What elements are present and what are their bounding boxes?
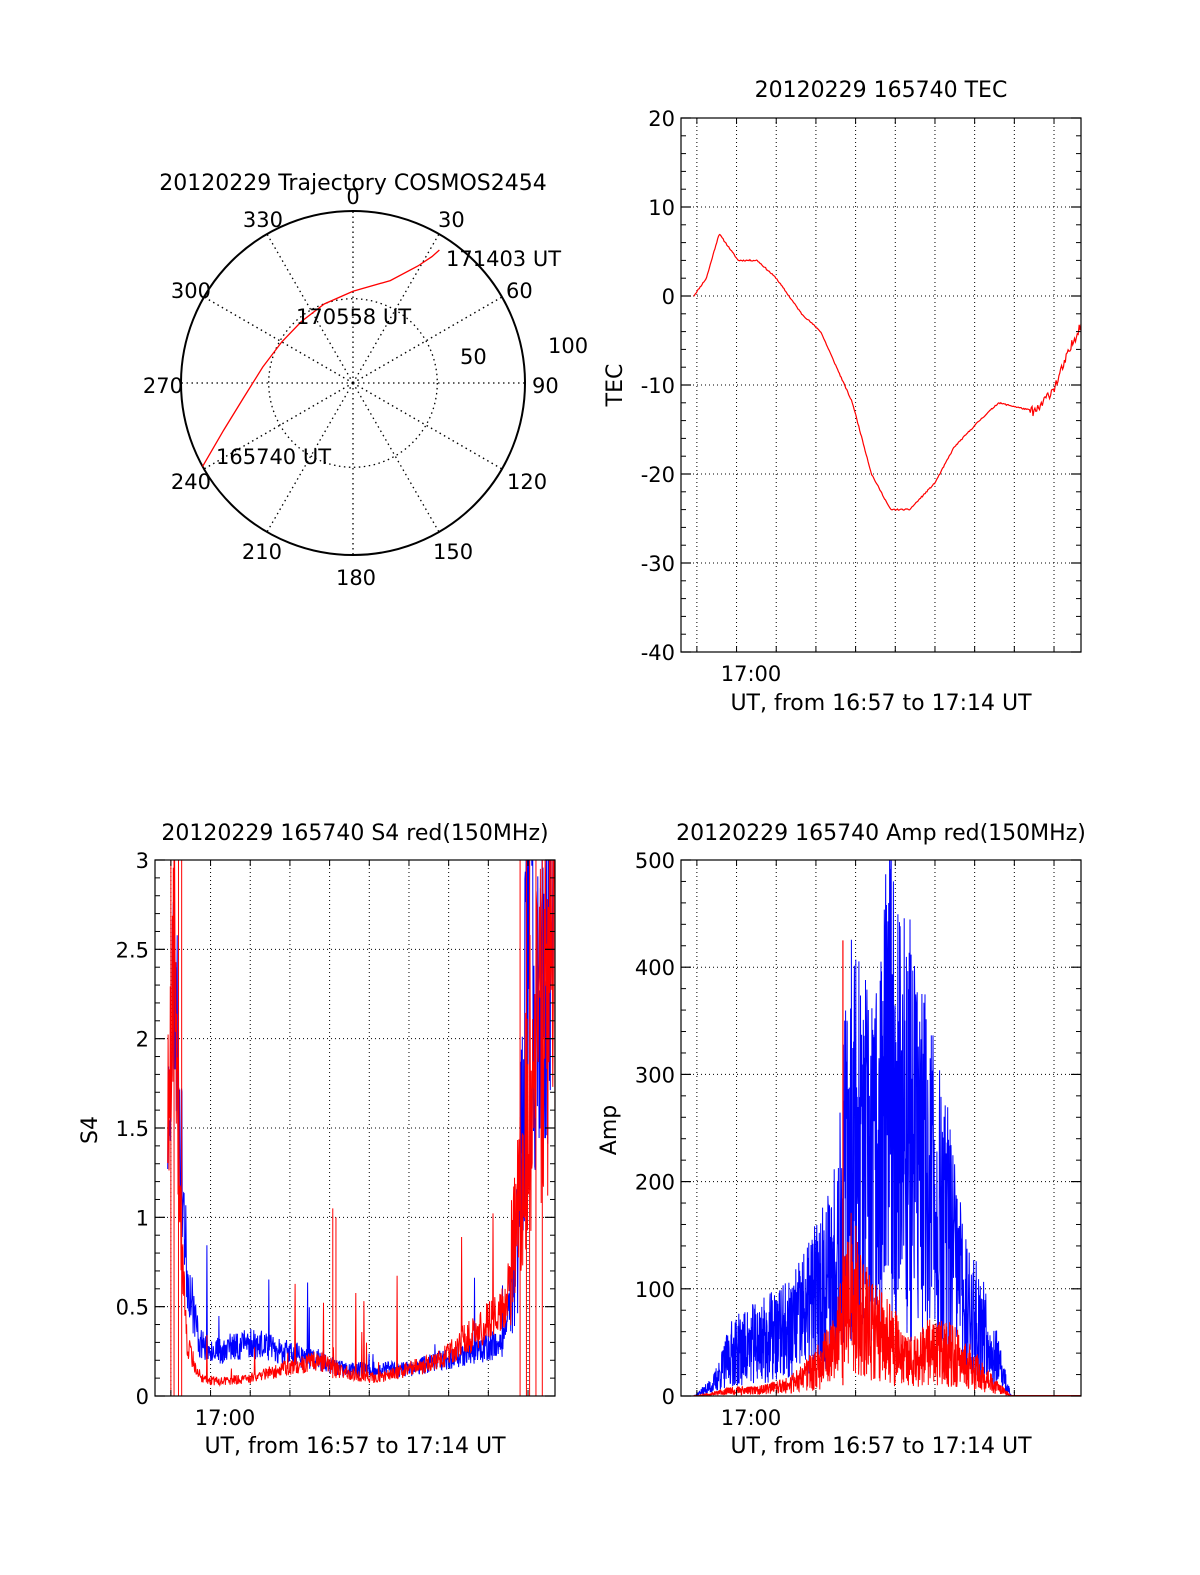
amp-ytick-label: 100 xyxy=(635,1278,675,1302)
s4-ytick-label: 1.5 xyxy=(116,1117,149,1141)
polar-azimuth-label-270: 270 xyxy=(143,374,183,398)
amp-ytick-label: 400 xyxy=(635,956,675,980)
polar-spoke-240 xyxy=(203,382,354,470)
amp-ytick-label: 200 xyxy=(635,1171,675,1195)
amp-title: 20120229 165740 Amp red(150MHz) xyxy=(676,821,1086,846)
polar-azimuth-label-150: 150 xyxy=(433,540,473,564)
s4-ytick-label: 0 xyxy=(136,1385,149,1409)
polar-annotation-170558: 170558 UT xyxy=(296,305,411,329)
polar-azimuth-label-240: 240 xyxy=(171,470,211,494)
s4-title: 20120229 165740 S4 red(150MHz) xyxy=(161,821,548,846)
amp-xlabel: UT, from 16:57 to 17:14 UT xyxy=(730,1434,1032,1459)
s4-ytick-label: 3 xyxy=(136,849,149,873)
polar-spoke-120 xyxy=(352,382,503,470)
tec-ytick-label: -10 xyxy=(641,374,675,398)
polar-annotation-165740: 165740 UT xyxy=(216,445,331,469)
polar-spoke-330 xyxy=(266,233,354,384)
polar-outer-circle xyxy=(180,210,526,556)
tec-series-group xyxy=(693,233,1081,511)
tec-panel: 20120229 165740 TEC UT, from 16:57 to 17… xyxy=(603,78,1082,716)
amp-xtick-label: 17:00 xyxy=(721,1406,782,1430)
tec-xlabel: UT, from 16:57 to 17:14 UT xyxy=(730,691,1032,716)
polar-azimuth-label-120: 120 xyxy=(507,470,547,494)
tec-ytick-label: 20 xyxy=(648,107,675,131)
polar-azimuth-label-210: 210 xyxy=(242,540,282,564)
amp-ytick-label: 500 xyxy=(635,849,675,873)
tec-xtick-label: 17:00 xyxy=(721,662,782,686)
amp-frame xyxy=(680,859,1082,1397)
s4-ytick-label: 0.5 xyxy=(116,1296,149,1320)
polar-trajectory-panel: 20120229 Trajectory COSMOS2454 0 30 60 90 12… xyxy=(143,171,588,590)
amp-ylabel: Amp xyxy=(597,1105,622,1155)
polar-azimuth-label-0: 0 xyxy=(346,185,359,209)
polar-azimuth-label-330: 330 xyxy=(243,208,283,232)
s4-ytick-label: 2.5 xyxy=(116,938,149,962)
amp-panel: 20120229 165740 Amp red(150MHz) UT, from… xyxy=(597,821,1086,1459)
s4-panel: 20120229 165740 S4 red(150MHz) UT, from … xyxy=(78,821,556,1459)
s4-xtick-label: 17:00 xyxy=(195,1406,256,1430)
s4-ytick-label: 2 xyxy=(136,1028,149,1052)
tec-ytick-label: 0 xyxy=(662,285,675,309)
tec-ytick-label: -30 xyxy=(641,552,675,576)
amp-series-group xyxy=(693,860,1081,1396)
amp-ytick-label: 0 xyxy=(662,1385,675,1409)
tec-series-a xyxy=(693,233,1081,511)
amp-series-b xyxy=(693,1212,1081,1396)
polar-title: 20120229 Trajectory COSMOS2454 xyxy=(159,171,546,196)
polar-azimuth-label-60: 60 xyxy=(506,279,533,303)
polar-azimuth-label-30: 30 xyxy=(438,208,465,232)
tec-ytick-label: -20 xyxy=(641,463,675,487)
tec-ytick-label: 10 xyxy=(648,196,675,220)
polar-radial-label-100: 100 xyxy=(548,334,588,358)
polar-spoke-30 xyxy=(352,233,440,384)
polar-spoke-150 xyxy=(352,382,440,533)
s4-series-group xyxy=(167,860,555,1396)
polar-spoke-60 xyxy=(352,296,503,384)
s4-xlabel: UT, from 16:57 to 17:14 UT xyxy=(204,1434,506,1459)
tec-ylabel: TEC xyxy=(603,364,628,408)
s4-series-b xyxy=(167,860,555,1387)
polar-spoke-210 xyxy=(266,382,354,533)
s4-ytick-label: 1 xyxy=(136,1206,149,1230)
polar-spoke-300 xyxy=(203,296,354,384)
tec-title: 20120229 165740 TEC xyxy=(755,78,1008,103)
polar-azimuth-label-300: 300 xyxy=(171,279,211,303)
polar-radial-label-50: 50 xyxy=(460,345,487,369)
polar-azimuth-label-180: 180 xyxy=(336,566,376,590)
s4-ylabel: S4 xyxy=(78,1116,103,1144)
tec-ytick-label: -40 xyxy=(641,641,675,665)
polar-trajectory-line xyxy=(202,249,440,467)
amp-ytick-label: 300 xyxy=(635,1063,675,1087)
polar-annotation-171403: 171403 UT xyxy=(446,247,561,271)
polar-azimuth-label-90: 90 xyxy=(532,374,559,398)
polar-inner-circle xyxy=(268,298,438,468)
s4-series-a xyxy=(167,860,555,1379)
